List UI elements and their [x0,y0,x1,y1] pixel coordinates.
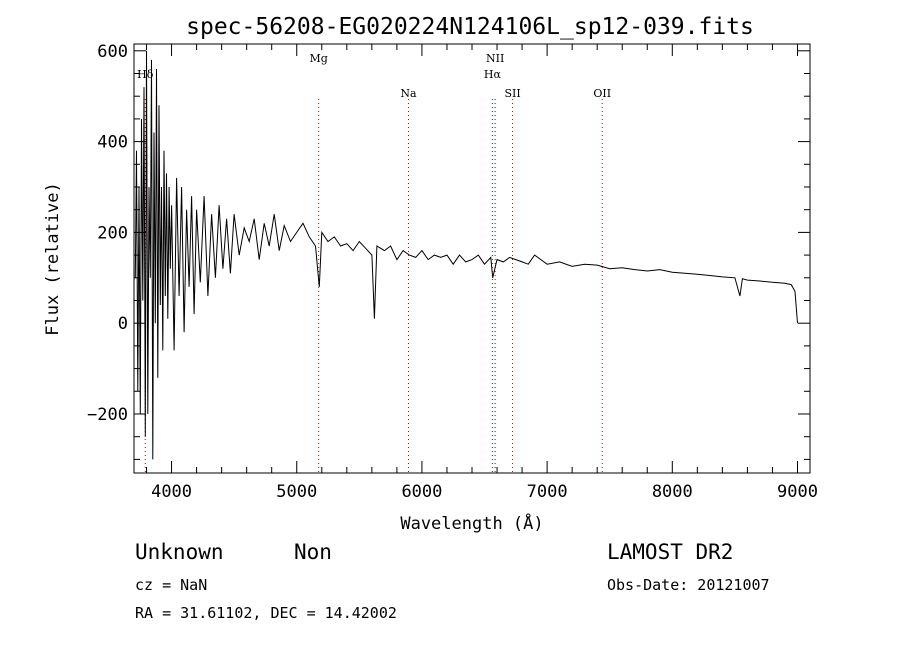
y-tick-label: 400 [97,133,128,153]
x-tick-label: 6000 [401,482,442,502]
chart-title: spec-56208-EG020224N124106L_sp12-039.fit… [186,14,754,40]
y-tick-label: −200 [87,405,128,425]
x-tick-label: 7000 [527,482,568,502]
redshift-cz: cz = NaN [135,576,208,594]
marker-label: NII [486,52,504,65]
survey-name: LAMOST DR2 [607,540,734,564]
marker-label: SII [504,87,520,100]
marker-label: Na [400,87,417,100]
y-tick-label: 200 [97,223,128,243]
y-axis: −200 0 200 400 600 [87,42,810,460]
spectral-class: Unknown [135,540,224,564]
marker-label: Hδ [137,68,154,81]
x-axis: 4000 5000 6000 7000 8000 9000 [146,44,818,502]
y-tick-label: 600 [97,42,128,62]
ra-dec: RA = 31.61102, DEC = 14.42002 [135,604,397,622]
marker-label: OII [593,87,611,100]
plot-frame [133,43,811,474]
marker-label: Mg [309,52,327,65]
spectrum-line [134,50,798,460]
y-axis-label: Flux (relative) [43,182,63,336]
x-axis-label: Wavelength (Å) [400,512,543,534]
x-tick-label: 9000 [777,482,818,502]
y-tick-label: 0 [118,314,128,334]
obs-date: Obs-Date: 20121007 [607,576,770,594]
x-tick-label: 8000 [652,482,693,502]
x-tick-label: 4000 [151,482,192,502]
marker-label: Hα [484,68,502,81]
x-tick-label: 5000 [276,482,317,502]
spectral-subclass: Non [294,540,332,564]
